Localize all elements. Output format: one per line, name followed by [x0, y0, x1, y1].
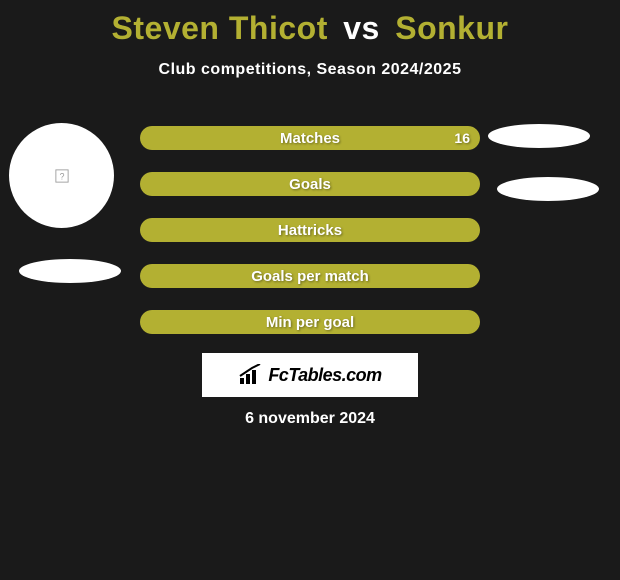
comparison-title: Steven Thicot vs Sonkur: [0, 0, 620, 47]
placeholder-icon: ?: [55, 169, 69, 183]
player1-shadow: [19, 259, 121, 283]
date-text: 6 november 2024: [0, 410, 620, 428]
stat-label: Goals per match: [140, 264, 480, 288]
player1-name: Steven Thicot: [112, 10, 328, 46]
player2-name: Sonkur: [395, 10, 508, 46]
subtitle: Club competitions, Season 2024/2025: [0, 61, 620, 79]
stat-label: Hattricks: [140, 218, 480, 242]
player2-avatar-shadow: [488, 124, 590, 148]
stat-label: Goals: [140, 172, 480, 196]
stat-row: Hattricks: [140, 218, 480, 242]
player1-avatar: ?: [9, 123, 114, 228]
chart-icon: [238, 364, 264, 386]
stat-label: Matches: [140, 126, 480, 150]
stat-bars-container: Matches16 Goals Hattricks Goals per match Mi…: [140, 126, 480, 356]
stat-value-right: 16: [454, 126, 470, 150]
stat-row: Min per goal: [140, 310, 480, 334]
logo-text: FcTables.com: [268, 365, 381, 386]
stat-label: Min per goal: [140, 310, 480, 334]
vs-text: vs: [343, 10, 380, 46]
logo-box: FcTables.com: [202, 353, 418, 397]
stat-row: Goals: [140, 172, 480, 196]
svg-text:?: ?: [59, 171, 64, 181]
stat-row: Matches16: [140, 126, 480, 150]
stat-row: Goals per match: [140, 264, 480, 288]
player2-shadow: [497, 177, 599, 201]
